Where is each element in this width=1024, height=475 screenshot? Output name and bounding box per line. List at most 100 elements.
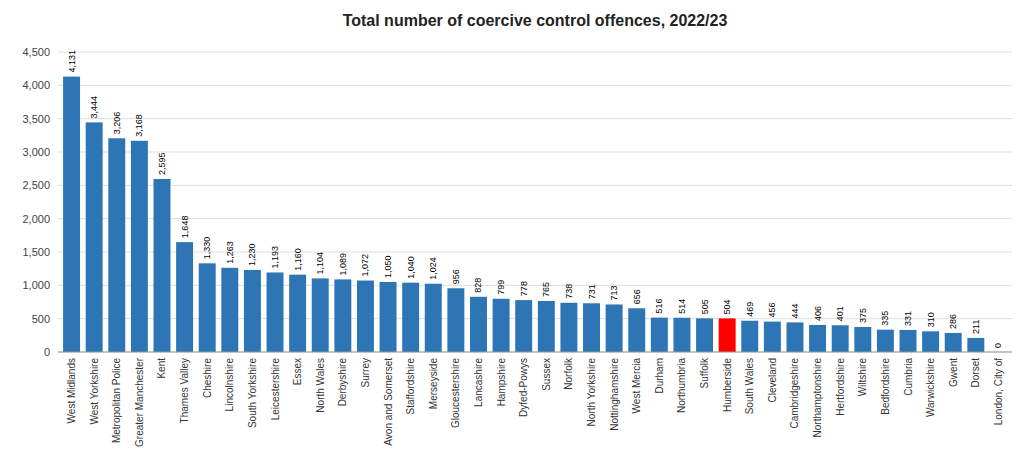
bar	[719, 318, 736, 352]
y-tick-label: 2,500	[22, 179, 50, 191]
data-label: 469	[745, 302, 755, 317]
bar	[651, 318, 668, 352]
data-label: 656	[632, 289, 642, 304]
bar	[696, 318, 713, 352]
y-tick-label: 3,000	[22, 146, 50, 158]
x-tick-label: Derbyshire	[337, 358, 348, 407]
data-label: 331	[903, 311, 913, 326]
x-tick-label: Dorset	[970, 358, 981, 388]
data-label: 1,024	[428, 257, 438, 280]
bars	[63, 77, 984, 352]
bar	[673, 318, 690, 352]
bar	[493, 299, 510, 352]
data-label: 211	[971, 320, 981, 334]
data-label: 1,330	[202, 237, 212, 260]
bar	[606, 304, 623, 352]
y-tick-label: 1,000	[22, 279, 50, 291]
bar	[267, 272, 284, 352]
data-label: 335	[880, 311, 890, 326]
x-tick-labels: West MidlandsWest YorkshireMetropolitan …	[66, 357, 1004, 447]
bar	[334, 279, 351, 352]
data-label: 516	[654, 299, 664, 314]
data-label: 286	[948, 314, 958, 329]
bar	[312, 278, 329, 352]
data-label: 1,040	[406, 256, 416, 279]
x-tick-label: Hampshire	[496, 358, 507, 407]
x-tick-label: West Mercia	[631, 358, 642, 414]
bar	[560, 303, 577, 352]
x-tick-label: Thames Valley	[179, 358, 190, 423]
x-tick-label: Kent	[156, 358, 167, 379]
x-tick-label: Avon and Somerset	[383, 358, 394, 446]
x-tick-label: Suffolk	[699, 357, 710, 388]
bar	[945, 333, 962, 352]
bar	[832, 325, 849, 352]
data-label: 1,648	[180, 216, 190, 239]
x-tick-label: Lancashire	[473, 358, 484, 407]
bar	[583, 303, 600, 352]
x-tick-label: Staffordshire	[405, 358, 416, 415]
data-label: 1,104	[315, 252, 325, 275]
y-tick-label: 2,000	[22, 213, 50, 225]
x-tick-label: Sussex	[541, 358, 552, 391]
x-tick-label: South Wales	[744, 358, 755, 414]
bar	[154, 179, 171, 352]
data-label: 2,595	[157, 152, 167, 175]
x-axis-line	[58, 352, 1012, 353]
bar	[86, 122, 103, 352]
bar	[176, 242, 193, 352]
data-label: 828	[473, 278, 483, 293]
bar	[628, 308, 645, 352]
bar	[221, 268, 238, 352]
bar	[470, 297, 487, 352]
data-label: 799	[496, 280, 506, 295]
x-tick-label: Northamptonshire	[812, 358, 823, 438]
data-label: 1,050	[383, 255, 393, 278]
data-label: 738	[564, 284, 574, 299]
bar	[289, 275, 306, 352]
data-label: 1,072	[360, 254, 370, 277]
bar	[402, 283, 419, 352]
x-tick-label: Warwickshire	[925, 358, 936, 418]
bar	[357, 281, 374, 352]
data-label: 406	[813, 306, 823, 321]
x-tick-label: Wiltshire	[857, 358, 868, 397]
data-label: 505	[700, 299, 710, 314]
data-label: 4,131	[67, 50, 77, 73]
chart-title: Total number of coercive control offence…	[343, 12, 728, 29]
bar	[809, 325, 826, 352]
bar	[877, 330, 894, 352]
x-tick-label: Cleveland	[767, 358, 778, 402]
bar	[108, 138, 125, 352]
bar	[900, 330, 917, 352]
x-tick-label: Cheshire	[202, 358, 213, 398]
x-tick-label: London, City of	[993, 358, 1004, 425]
x-tick-label: Humberside	[722, 358, 733, 412]
bar	[425, 284, 442, 352]
x-tick-label: Lincolnshire	[224, 358, 235, 412]
grid	[58, 52, 1012, 352]
bar	[244, 270, 261, 352]
grid-line	[58, 185, 1012, 186]
y-tick-label: 4,500	[22, 46, 50, 58]
y-tick-label: 0	[44, 346, 50, 358]
x-tick-label: Metropolitan Police	[111, 358, 122, 443]
x-tick-label: North Wales	[315, 358, 326, 413]
y-tick-label: 4,000	[22, 79, 50, 91]
bar	[515, 300, 532, 352]
data-label: 956	[451, 269, 461, 284]
data-label: 310	[926, 312, 936, 327]
bar	[741, 321, 758, 352]
data-label: 731	[587, 284, 597, 299]
data-label: 778	[519, 281, 529, 296]
x-tick-label: Cambridgeshire	[789, 358, 800, 429]
x-tick-label: Gwent	[948, 358, 959, 387]
bar	[447, 288, 464, 352]
data-label: 1,230	[247, 243, 257, 266]
y-tick-label: 3,500	[22, 113, 50, 125]
x-tick-label: South Yorkshire	[247, 358, 258, 428]
x-tick-label: Greater Manchester	[134, 357, 145, 447]
bar	[199, 263, 216, 352]
data-label: 3,444	[89, 96, 99, 119]
x-tick-label: Leicestershire	[270, 358, 281, 421]
